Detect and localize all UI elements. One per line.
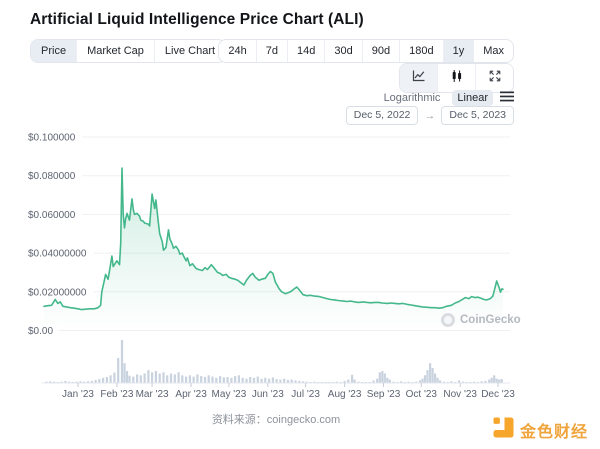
- range-7d[interactable]: 7d: [255, 40, 287, 62]
- jinse-brand: 金色财经: [493, 417, 588, 443]
- svg-text:Aug '23: Aug '23: [328, 389, 362, 400]
- svg-text:Jan '23: Jan '23: [62, 389, 94, 400]
- svg-text:$0.04000000: $0.04000000: [28, 249, 87, 260]
- svg-text:$0.080000: $0.080000: [28, 171, 76, 182]
- svg-text:Nov '23: Nov '23: [443, 389, 477, 400]
- tab-market-cap[interactable]: Market Cap: [76, 40, 154, 62]
- range-max[interactable]: Max: [473, 40, 513, 62]
- candlestick-icon: [451, 69, 463, 87]
- svg-text:May '23: May '23: [212, 389, 247, 400]
- source-attribution: 资料来源：coingecko.com: [211, 414, 341, 426]
- jinse-brand-name: 金色财经: [519, 424, 588, 441]
- svg-text:Jul '23: Jul '23: [291, 389, 320, 400]
- arrow-right-icon: →: [424, 109, 436, 122]
- coingecko-watermark: CoinGecko: [441, 313, 521, 327]
- fullscreen-icon: [489, 69, 501, 87]
- scale-option-linear[interactable]: Linear: [452, 90, 493, 106]
- svg-text:Apr '23: Apr '23: [175, 389, 207, 400]
- price-area: [44, 168, 503, 331]
- coingecko-gecko-icon: [441, 313, 455, 327]
- range-1y[interactable]: 1y: [442, 40, 474, 62]
- line-chart-icon-button[interactable]: [400, 64, 437, 92]
- range-90d[interactable]: 90d: [361, 40, 399, 62]
- svg-text:Mar '23: Mar '23: [136, 389, 169, 400]
- candlestick-icon-button[interactable]: [437, 64, 475, 92]
- svg-text:$0.00: $0.00: [28, 326, 53, 337]
- svg-text:$0.100000: $0.100000: [28, 133, 76, 144]
- chart-tool-buttons: [399, 63, 514, 93]
- svg-text:$0.060000: $0.060000: [28, 210, 76, 221]
- time-range-buttons: 24h 7d 14d 30d 90d 180d 1y Max: [218, 39, 514, 63]
- tab-price[interactable]: Price: [31, 40, 77, 62]
- line-chart-icon: [412, 69, 425, 87]
- svg-text:Oct '23: Oct '23: [406, 389, 438, 400]
- coingecko-watermark-label: CoinGecko: [460, 314, 521, 326]
- x-axis: Jan '23 Feb '23 Mar '23 Apr '23 May '23 Jun '…: [42, 382, 515, 400]
- scale-option-logarithmic[interactable]: Logarithmic: [383, 92, 441, 104]
- svg-text:$0.02000000: $0.02000000: [28, 287, 87, 298]
- menu-button[interactable]: [500, 89, 514, 107]
- y-axis-labels: $0.100000 $0.080000 $0.060000 $0.04000000 $0…: [26, 130, 94, 337]
- hamburger-icon: [500, 89, 514, 107]
- scale-toggle: Logarithmic Linear: [379, 89, 514, 107]
- price-line: [43, 167, 504, 311]
- svg-text:Jun '23: Jun '23: [252, 389, 284, 400]
- svg-text:Sep '23: Sep '23: [367, 389, 401, 400]
- range-24h[interactable]: 24h: [228, 45, 247, 57]
- range-30d[interactable]: 30d: [324, 40, 361, 62]
- end-date-field[interactable]: Dec 5, 2023: [441, 106, 514, 125]
- range-180d[interactable]: 180d: [399, 40, 442, 62]
- page-title: Artificial Liquid Intelligence Price Cha…: [30, 11, 364, 28]
- volume-bars: [45, 340, 503, 384]
- date-range-picker: Dec 5, 2022 → Dec 5, 2023: [345, 106, 514, 125]
- range-14d[interactable]: 14d: [287, 40, 324, 62]
- svg-text:Feb '23: Feb '23: [100, 389, 133, 400]
- svg-text:Dec '23: Dec '23: [481, 389, 515, 400]
- jinse-logo-icon: [493, 417, 514, 443]
- fullscreen-icon-button[interactable]: [475, 64, 513, 92]
- tab-live-chart[interactable]: Live Chart: [153, 40, 225, 62]
- start-date-field[interactable]: Dec 5, 2022: [345, 106, 419, 125]
